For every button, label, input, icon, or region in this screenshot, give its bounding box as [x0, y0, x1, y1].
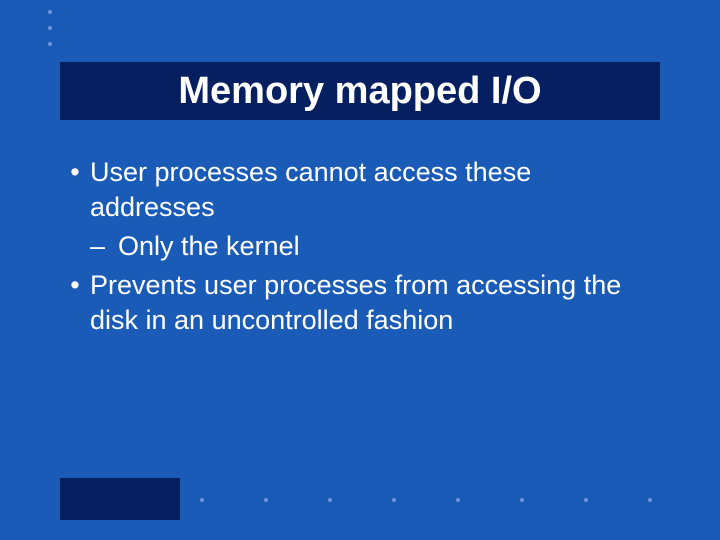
bullet-item: • Prevents user processes from accessing…: [60, 268, 660, 338]
decor-dot: [584, 498, 588, 502]
footer-accent-block: [60, 478, 180, 520]
top-dot-strip: [48, 10, 52, 46]
decor-dot: [456, 498, 460, 502]
sub-bullet-item: – Only the kernel: [90, 229, 660, 264]
decor-dot: [648, 498, 652, 502]
bullet-text: User processes cannot access these addre…: [90, 155, 660, 225]
bullet-marker: •: [60, 155, 90, 225]
bullet-text: Prevents user processes from accessing t…: [90, 268, 660, 338]
title-bar: Memory mapped I/O: [60, 62, 660, 120]
decor-dot: [520, 498, 524, 502]
decor-dot: [264, 498, 268, 502]
slide-body: • User processes cannot access these add…: [60, 155, 660, 342]
decor-dot: [48, 26, 52, 30]
sub-bullet-text: Only the kernel: [118, 229, 660, 264]
sub-bullet-marker: –: [90, 229, 118, 264]
slide-title: Memory mapped I/O: [178, 70, 541, 113]
decor-dot: [48, 10, 52, 14]
decor-dot: [328, 498, 332, 502]
bottom-dot-strip: [200, 498, 652, 502]
decor-dot: [392, 498, 396, 502]
decor-dot: [48, 42, 52, 46]
decor-dot: [200, 498, 204, 502]
bullet-marker: •: [60, 268, 90, 338]
bullet-item: • User processes cannot access these add…: [60, 155, 660, 225]
